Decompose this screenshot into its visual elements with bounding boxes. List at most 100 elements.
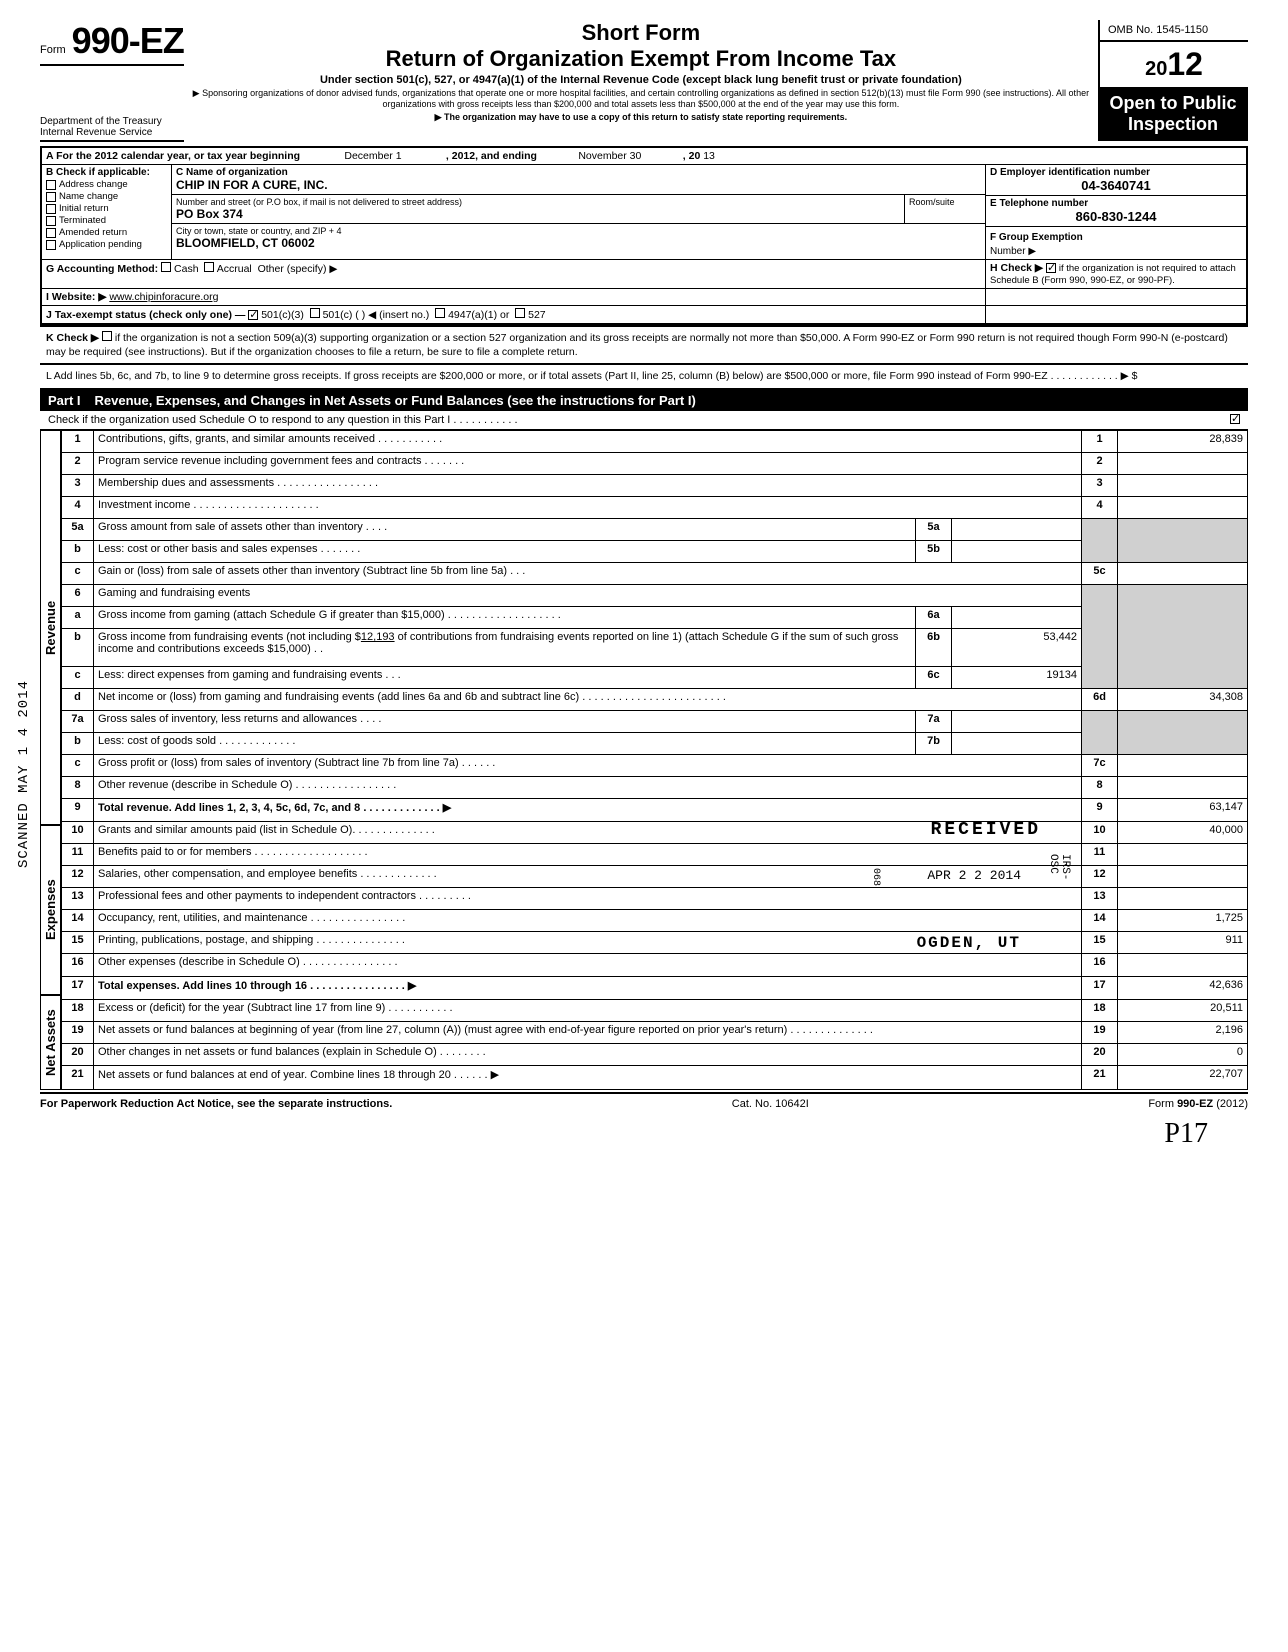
- sponsor-line: ▶ Sponsoring organizations of donor advi…: [192, 88, 1090, 110]
- l3-num: 3: [62, 474, 94, 496]
- cb-527[interactable]: [515, 308, 525, 318]
- cb-accrual[interactable]: [204, 262, 214, 272]
- cb-501c[interactable]: [310, 308, 320, 318]
- part-1-body: Revenue Expenses Net Assets SCANNED MAY …: [40, 430, 1248, 1090]
- room-suite-label: Room/suite: [905, 195, 985, 223]
- l6d-desc: Net income or (loss) from gaming and fun…: [94, 688, 1082, 710]
- cb-name-change[interactable]: [46, 192, 56, 202]
- l19-box: 19: [1082, 1021, 1118, 1043]
- lbl-amended: Amended return: [59, 227, 127, 238]
- lbl-terminated: Terminated: [59, 215, 106, 226]
- section-k-text: if the organization is not a section 509…: [46, 332, 1228, 358]
- section-l: L Add lines 5b, 6c, and 7b, to line 9 to…: [40, 365, 1248, 389]
- l20-desc: Other changes in net assets or fund bala…: [94, 1043, 1082, 1065]
- footer-right-form: 990-EZ: [1177, 1098, 1213, 1110]
- l5c-box: 5c: [1082, 562, 1118, 584]
- l13-box: 13: [1082, 888, 1118, 910]
- l18-amt: 20,511: [1118, 999, 1248, 1021]
- l6c-mb: 6c: [916, 666, 952, 688]
- l6c-ma: 19134: [952, 666, 1082, 688]
- l4-amt: [1118, 496, 1248, 518]
- part-1-label: Part I: [48, 393, 81, 408]
- l9-desc: Total revenue. Add lines 1, 2, 3, 4, 5c,…: [94, 798, 1082, 821]
- section-f-label2: Number ▶: [990, 246, 1036, 257]
- section-h: H Check ▶ if the organization is not req…: [986, 260, 1246, 288]
- l9-num: 9: [62, 798, 94, 821]
- l5c-num: c: [62, 562, 94, 584]
- section-l-text: L Add lines 5b, 6c, and 7b, to line 9 to…: [46, 370, 1137, 382]
- cb-part1-schedule-o[interactable]: [1230, 414, 1240, 424]
- dept-block: Department of the Treasury Internal Reve…: [40, 116, 184, 142]
- form-number: 990-EZ: [72, 20, 184, 62]
- l7c-desc: Gross profit or (loss) from sales of inv…: [94, 754, 1082, 776]
- cb-section-k[interactable]: [102, 331, 112, 341]
- l5a-ma: [952, 518, 1082, 540]
- l10-desc: Grants and similar amounts paid (list in…: [94, 822, 1082, 844]
- l16-amt: [1118, 954, 1248, 976]
- cb-4947[interactable]: [435, 308, 445, 318]
- l6b-num: b: [62, 628, 94, 666]
- l8-amt: [1118, 776, 1248, 798]
- irs-osc-stamp: IRS-OSC: [1047, 854, 1071, 887]
- open-public-1: Open to Public: [1102, 93, 1244, 114]
- l5c-amt: [1118, 562, 1248, 584]
- l21-amt: 22,707: [1118, 1065, 1248, 1089]
- header-grid: A For the 2012 calendar year, or tax yea…: [40, 146, 1248, 327]
- osb-stamp: 068: [870, 868, 881, 886]
- tax-year-begin: December 1: [303, 150, 443, 162]
- l6b-pre: Gross income from fundraising events (no…: [98, 631, 361, 643]
- cb-pending[interactable]: [46, 240, 56, 250]
- open-public-2: Inspection: [1102, 114, 1244, 135]
- cb-501c3[interactable]: [248, 310, 258, 320]
- l6a-num: a: [62, 606, 94, 628]
- l14-desc: Occupancy, rent, utilities, and maintena…: [94, 910, 1082, 932]
- l6d-num: d: [62, 688, 94, 710]
- section-c: C Name of organization CHIP IN FOR A CUR…: [172, 165, 986, 259]
- year-prefix: 20: [1145, 58, 1167, 80]
- form-word: Form: [40, 44, 66, 56]
- tax-year-end-month: November 30: [540, 150, 680, 162]
- l5b-desc: Less: cost or other basis and sales expe…: [94, 540, 916, 562]
- l7c-num: c: [62, 754, 94, 776]
- part-1-title: Revenue, Expenses, and Changes in Net As…: [95, 393, 696, 408]
- l7a-num: 7a: [62, 710, 94, 732]
- l15-amt: 911: [1118, 932, 1248, 954]
- l5b-mb: 5b: [916, 540, 952, 562]
- footer-left: For Paperwork Reduction Act Notice, see …: [40, 1098, 392, 1110]
- cb-terminated[interactable]: [46, 216, 56, 226]
- lbl-other: Other (specify) ▶: [258, 263, 338, 275]
- l12-box: 12: [1082, 866, 1118, 888]
- l6d-amt: 34,308: [1118, 688, 1248, 710]
- section-g: G Accounting Method: Cash Accrual Other …: [42, 260, 986, 288]
- lbl-name-change: Name change: [59, 191, 118, 202]
- l8-num: 8: [62, 776, 94, 798]
- cb-schedule-b[interactable]: [1046, 263, 1056, 273]
- short-form-title: Short Form: [192, 20, 1090, 46]
- l3-amt: [1118, 474, 1248, 496]
- l9-amt: 63,147: [1118, 798, 1248, 821]
- l1-amt: 28,839: [1118, 430, 1248, 452]
- lbl-pending: Application pending: [59, 239, 142, 250]
- cb-initial-return[interactable]: [46, 204, 56, 214]
- l11-amt: [1118, 844, 1248, 866]
- l21-desc: Net assets or fund balances at end of ye…: [94, 1065, 1082, 1089]
- part-1-check-line: Check if the organization used Schedule …: [40, 411, 1248, 430]
- l7c-box: 7c: [1082, 754, 1118, 776]
- lbl-accrual: Accrual: [217, 263, 252, 275]
- l10-box: 10: [1082, 822, 1118, 844]
- section-g-label: G Accounting Method:: [46, 263, 158, 275]
- l5a-desc: Gross amount from sale of assets other t…: [94, 518, 916, 540]
- footer-right-post: (2012): [1213, 1098, 1248, 1110]
- l12-desc: Salaries, other compensation, and employ…: [94, 866, 1082, 888]
- dept-treasury: Department of the Treasury: [40, 116, 184, 127]
- l7a-desc: Gross sales of inventory, less returns a…: [94, 710, 916, 732]
- cb-address-change[interactable]: [46, 180, 56, 190]
- l6a-mb: 6a: [916, 606, 952, 628]
- l7a-mb: 7a: [916, 710, 952, 732]
- l17-amt: 42,636: [1118, 976, 1248, 999]
- right-header-col: OMB No. 1545-1150 2012 Open to Public In…: [1098, 20, 1248, 141]
- cb-amended[interactable]: [46, 228, 56, 238]
- ogden-stamp: OGDEN, UT: [917, 934, 1021, 952]
- l16-num: 16: [62, 954, 94, 976]
- cb-cash[interactable]: [161, 262, 171, 272]
